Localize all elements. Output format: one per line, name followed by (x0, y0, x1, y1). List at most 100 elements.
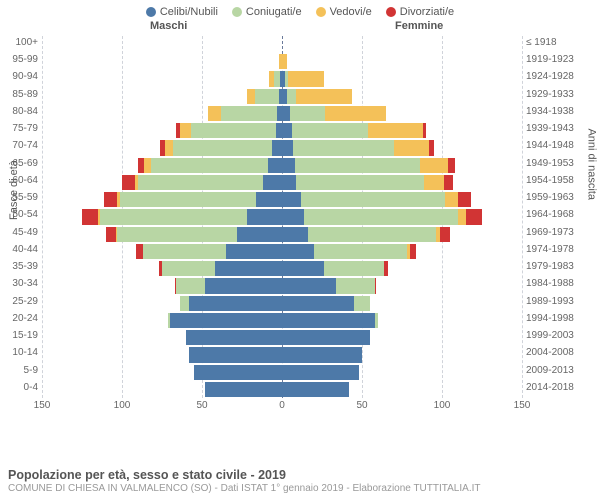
bar-male (176, 123, 282, 138)
birth-label: 1994-1998 (526, 313, 582, 324)
legend-item: Divorziati/e (386, 6, 454, 18)
gridline (522, 36, 523, 398)
pyramid-row: 40-441974-1978 (42, 243, 522, 260)
age-label: 20-24 (2, 313, 38, 324)
bar-female (282, 313, 378, 328)
bar-female (282, 296, 370, 311)
segment-s (263, 175, 282, 190)
segment-s (282, 261, 324, 276)
birth-label: 1929-1933 (526, 89, 582, 100)
birth-label: 1919-1923 (526, 54, 582, 65)
bar-female (282, 278, 376, 293)
pyramid-row: 20-241994-1998 (42, 312, 522, 329)
pyramid-row: 65-691949-1953 (42, 157, 522, 174)
segment-d (444, 175, 454, 190)
age-label: 85-89 (2, 89, 38, 100)
legend-swatch (316, 7, 326, 17)
plot-area: 100+≤ 191895-991919-192390-941924-192885… (42, 36, 522, 416)
segment-c (296, 175, 424, 190)
segment-s (186, 330, 282, 345)
segment-d (458, 192, 471, 207)
bar-female (282, 106, 386, 121)
segment-c (301, 192, 445, 207)
pyramid-row: 55-591959-1963 (42, 191, 522, 208)
birth-label: 1969-1973 (526, 227, 582, 238)
birth-label: 1944-1948 (526, 140, 582, 151)
segment-s (256, 192, 282, 207)
segment-s (282, 365, 359, 380)
age-label: 35-39 (2, 261, 38, 272)
legend-swatch (386, 7, 396, 17)
pyramid-row: 60-641954-1958 (42, 174, 522, 191)
age-label: 50-54 (2, 209, 38, 220)
birth-label: 1939-1943 (526, 123, 582, 134)
age-label: 30-34 (2, 278, 38, 289)
segment-d (384, 261, 387, 276)
header-female: Femmine (395, 20, 443, 32)
segment-w (368, 123, 422, 138)
pyramid-row: 80-841934-1938 (42, 105, 522, 122)
bar-female (282, 382, 349, 397)
segment-c (221, 106, 277, 121)
segment-c (117, 227, 237, 242)
footer: Popolazione per età, sesso e stato civil… (8, 468, 480, 494)
bar-male (136, 244, 282, 259)
xtick: 100 (114, 400, 131, 411)
age-label: 60-64 (2, 175, 38, 186)
segment-d (440, 227, 450, 242)
segment-d (375, 278, 377, 293)
bar-female (282, 227, 450, 242)
pyramid-row: 100+≤ 1918 (42, 36, 522, 53)
segment-c (290, 106, 325, 121)
segment-d (122, 175, 135, 190)
segment-c (375, 313, 378, 328)
chart-title: Popolazione per età, sesso e stato civil… (8, 468, 480, 482)
segment-w (165, 140, 173, 155)
segment-c (292, 123, 369, 138)
birth-label: 1954-1958 (526, 175, 582, 186)
age-label: 15-19 (2, 330, 38, 341)
segment-c (304, 209, 458, 224)
segment-s (282, 382, 349, 397)
legend-label: Coniugati/e (246, 6, 302, 18)
segment-s (282, 347, 362, 362)
age-label: 65-69 (2, 158, 38, 169)
segment-s (237, 227, 282, 242)
birth-label: 1959-1963 (526, 192, 582, 203)
pyramid-row: 75-791939-1943 (42, 122, 522, 139)
age-label: 55-59 (2, 192, 38, 203)
gender-headers: Maschi Femmine (0, 20, 600, 36)
segment-c (314, 244, 407, 259)
segment-s (170, 313, 282, 328)
segment-w (445, 192, 458, 207)
legend-item: Vedovi/e (316, 6, 372, 18)
xtick: 150 (34, 400, 51, 411)
bar-female (282, 123, 426, 138)
segment-d (466, 209, 482, 224)
pyramid-row: 35-391979-1983 (42, 260, 522, 277)
age-label: 80-84 (2, 106, 38, 117)
bar-female (282, 192, 471, 207)
segment-s (189, 347, 282, 362)
segment-s (282, 313, 375, 328)
bar-male (189, 347, 282, 362)
age-label: 75-79 (2, 123, 38, 134)
segment-s (282, 106, 290, 121)
segment-c (151, 158, 268, 173)
age-label: 90-94 (2, 71, 38, 82)
segment-c (324, 261, 385, 276)
segment-c (180, 296, 190, 311)
segment-s (226, 244, 282, 259)
segment-w (282, 54, 287, 69)
segment-w (420, 158, 449, 173)
legend-swatch (146, 7, 156, 17)
segment-s (282, 330, 370, 345)
xtick: 0 (279, 400, 285, 411)
segment-w (180, 123, 191, 138)
birth-label: 1974-1978 (526, 244, 582, 255)
bar-female (282, 158, 455, 173)
pyramid-row: 10-142004-2008 (42, 346, 522, 363)
xtick: 50 (196, 400, 207, 411)
segment-c (255, 89, 279, 104)
xtick: 100 (434, 400, 451, 411)
